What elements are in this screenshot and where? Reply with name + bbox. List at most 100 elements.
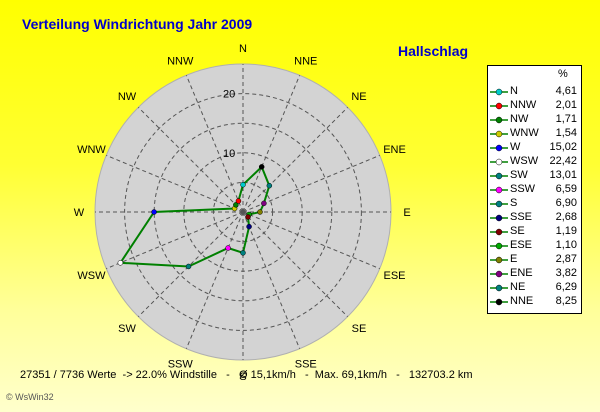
legend-percentage: 1,10 (555, 239, 577, 251)
legend-item: S 6,90 (488, 197, 581, 211)
legend-direction: SSE (510, 211, 533, 223)
legend-direction: NE (510, 281, 526, 293)
legend-header: % (558, 68, 568, 80)
grid-ring (153, 122, 333, 302)
grid-spoke (242, 211, 349, 318)
direction-label-sse: SSE (295, 359, 317, 371)
legend-swatch (490, 284, 508, 292)
legend-percentage: 3,82 (555, 267, 577, 279)
legend-marker (495, 144, 503, 152)
legend-item: SSE 2,68 (488, 211, 581, 225)
ring-label: 10 (223, 148, 235, 160)
legend-swatch (490, 200, 508, 208)
legend-direction: S (510, 197, 518, 209)
legend-marker (495, 242, 503, 250)
data-point-wsw (117, 260, 124, 266)
legend-swatch (490, 158, 508, 166)
legend-percentage: 4,61 (555, 85, 577, 97)
grid-spoke (185, 75, 244, 213)
direction-label-ese: ESE (384, 270, 406, 282)
legend-item: NE 6,29 (488, 281, 581, 295)
legend-marker (495, 298, 503, 306)
legend-swatch (490, 144, 508, 152)
direction-label-ssw: SSW (168, 359, 194, 371)
grid-spoke (106, 211, 244, 270)
legend-direction: NNE (510, 295, 534, 307)
legend-item: SSW 6,59 (488, 183, 581, 197)
grid-ring (124, 93, 362, 331)
legend-direction: W (510, 141, 521, 153)
legend-marker (495, 130, 503, 138)
legend-percentage: 15,02 (549, 141, 577, 153)
legend-direction: E (510, 253, 518, 265)
grid-spoke (242, 75, 301, 213)
direction-label-ne: NE (351, 91, 366, 103)
legend-item: N 4,61 (488, 85, 581, 99)
data-point-sw (185, 263, 192, 270)
ring-label: 20 (223, 89, 235, 101)
legend-direction: NW (510, 113, 529, 125)
legend-direction: SSW (510, 183, 536, 195)
direction-label-nne: NNE (294, 55, 317, 67)
data-point-nne (258, 164, 265, 170)
data-point-ene (261, 200, 267, 207)
direction-label-w: W (74, 207, 85, 219)
legend-item: E 2,87 (488, 253, 581, 267)
grid-spoke (242, 211, 301, 349)
legend-swatch (490, 256, 508, 264)
direction-label-nw: NW (118, 91, 137, 103)
legend-item: ENE 3,82 (488, 267, 581, 281)
legend-direction: SW (510, 169, 528, 181)
legend-swatch (490, 228, 508, 236)
legend-marker (495, 284, 503, 292)
legend-item: SE 1,19 (488, 225, 581, 239)
legend-direction: N (510, 85, 518, 97)
data-point-w (151, 209, 157, 215)
statistics-footer: 27351 / 7736 Werte -> 22.0% Windstille -… (20, 369, 473, 381)
legend-percentage: 1,19 (555, 225, 577, 237)
legend-swatch (490, 172, 508, 180)
legend-item: W 15,02 (488, 141, 581, 155)
legend-direction: ESE (510, 239, 533, 251)
grid-spoke (185, 211, 244, 349)
grid-spoke (106, 154, 244, 213)
legend-swatch (490, 130, 508, 138)
legend-item: WSW 22,42 (488, 155, 581, 169)
direction-label-sw: SW (118, 323, 136, 335)
station-name: Hallschlag (398, 43, 469, 59)
legend-marker (495, 116, 503, 124)
data-point-sse (246, 223, 252, 230)
direction-label-ene: ENE (383, 144, 406, 156)
grid-spoke (242, 106, 349, 213)
data-point-ne (266, 182, 273, 189)
legend-item: NW 1,71 (488, 113, 581, 127)
legend-swatch (490, 116, 508, 124)
data-point-se (245, 214, 251, 220)
legend-swatch (490, 88, 508, 96)
data-point-nw (233, 202, 239, 208)
legend-percentage: 22,42 (549, 155, 577, 167)
chart-title: Verteilung Windrichtung Jahr 2009 (22, 16, 253, 32)
legend-marker (495, 256, 503, 264)
legend-percentage: 6,90 (555, 197, 577, 209)
legend-percentage: 6,59 (555, 183, 577, 195)
legend-marker (495, 200, 503, 208)
direction-label-wsw: WSW (77, 270, 106, 282)
legend-percentage: 2,01 (555, 99, 577, 111)
legend-direction: NNW (510, 99, 537, 111)
data-point-e (257, 209, 263, 215)
legend-percentage: 13,01 (549, 169, 577, 181)
legend-percentage: 2,68 (555, 211, 577, 223)
direction-label-n: N (239, 43, 247, 55)
legend-direction: ENE (510, 267, 533, 279)
legend-swatch (490, 298, 508, 306)
direction-label-e: E (403, 207, 410, 219)
legend-item: SW 13,01 (488, 169, 581, 183)
legend-marker (495, 102, 503, 110)
legend-marker (495, 228, 503, 236)
software-credit: © WsWin32 (6, 392, 54, 402)
legend-direction: WNW (510, 127, 539, 139)
direction-label-wnw: WNW (77, 144, 106, 156)
legend-swatch (490, 270, 508, 278)
data-point-s (240, 250, 246, 256)
